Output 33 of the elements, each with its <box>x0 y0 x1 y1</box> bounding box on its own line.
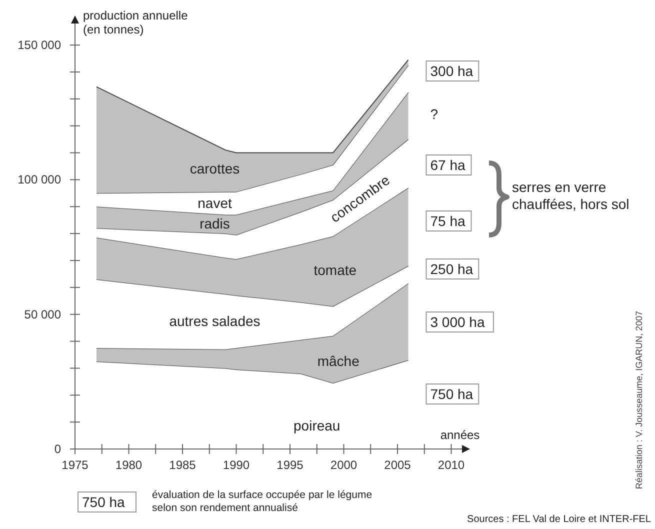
x-axis-title: années <box>440 428 480 442</box>
series-label: radis <box>200 216 230 232</box>
series-label: mâche <box>317 352 360 369</box>
annotation: ? <box>430 106 438 122</box>
series-label: tomate <box>314 262 357 278</box>
series-label: navet <box>198 194 232 211</box>
x-tick-label: 1995 <box>276 458 304 472</box>
annotation: 250 ha <box>430 261 474 277</box>
text: 750 ha <box>82 494 126 510</box>
annotation: 75 ha <box>430 213 466 229</box>
series-label: carottes <box>190 160 240 176</box>
source-note: Sources : FEL Val de Loire et INTER-FEL <box>467 514 652 525</box>
x-tick-label: 1990 <box>222 458 250 472</box>
series-label: autres salades <box>169 313 260 330</box>
annotation: 750 ha <box>430 386 474 402</box>
x-tick-label: 2005 <box>384 458 412 472</box>
annotation: 300 ha <box>430 63 474 79</box>
annotation: 3 000 ha <box>430 314 485 330</box>
y-tick-label: 100 000 <box>18 172 62 187</box>
y-tick-label: 0 <box>54 442 62 456</box>
x-tick-label: 1985 <box>169 458 196 472</box>
y-tick-label: 50 000 <box>24 307 62 322</box>
y-tick-label: 150 000 <box>18 38 62 52</box>
annotation: 67 ha <box>430 157 466 173</box>
x-tick-label: 1980 <box>115 458 142 472</box>
text: Réalisation : V. Jousseaume, IGARUN, 2007 <box>634 310 644 490</box>
text: évaluation de la surface occupée par le légume selon son rendement annualisé <box>152 489 372 514</box>
text: serres en verre chauffées, hors sol <box>512 179 630 212</box>
x-tick-label: 2000 <box>330 458 358 472</box>
x-tick-label: 2010 <box>438 458 465 472</box>
x-tick-label: 1975 <box>62 458 89 472</box>
y-axis-title: production annuelle (en tonnes) <box>83 8 188 37</box>
series-label: poireau <box>294 418 340 434</box>
